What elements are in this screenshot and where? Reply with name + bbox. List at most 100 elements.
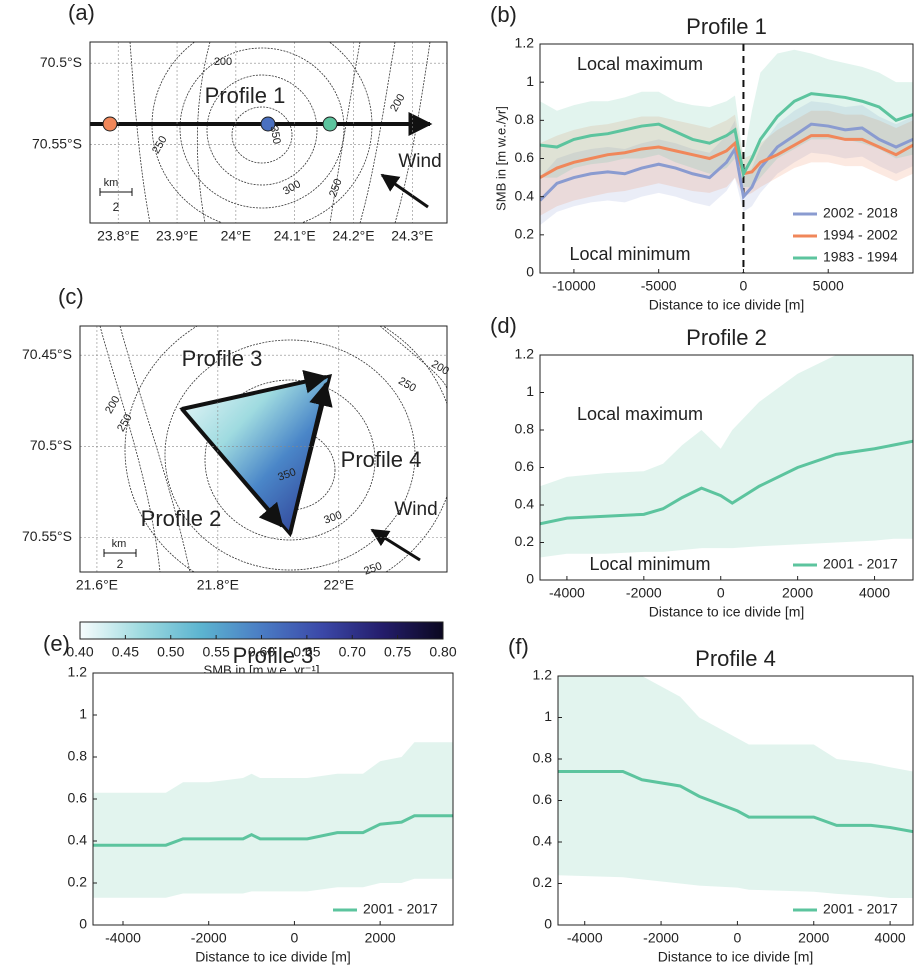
x-tick-label: 23.8°E bbox=[97, 228, 139, 244]
plot-area bbox=[93, 673, 453, 925]
contour-label: 250 bbox=[396, 375, 418, 395]
x-tick-label: 24.1°E bbox=[274, 228, 316, 244]
series-line bbox=[93, 814, 453, 847]
annotation: 2 bbox=[113, 200, 120, 214]
x-tick-label: 24°E bbox=[221, 228, 252, 244]
profile-arrow bbox=[181, 369, 329, 411]
annotation: Local maximum bbox=[577, 54, 703, 74]
x-tick-label: -4000 bbox=[105, 930, 141, 946]
y-tick-label: 0.6 bbox=[515, 458, 535, 474]
profile-arrow bbox=[288, 381, 333, 535]
y-tick-label: 0 bbox=[79, 916, 87, 932]
wind-arrow bbox=[380, 173, 429, 209]
panel-label: (f) bbox=[508, 634, 529, 659]
colorbar-tick-label: 0.80 bbox=[429, 644, 456, 660]
x-axis-label: Distance to ice divide [m] bbox=[658, 949, 814, 965]
x-tick-label: 4000 bbox=[859, 585, 890, 601]
y-tick-label: 0.4 bbox=[515, 496, 535, 512]
uncertainty-band bbox=[93, 742, 453, 898]
panel-label: (b) bbox=[490, 2, 517, 27]
series-line bbox=[540, 134, 913, 179]
panel-label: (a) bbox=[68, 0, 95, 25]
contour-label: 250 bbox=[327, 177, 345, 198]
map-frame bbox=[79, 325, 448, 573]
y-tick-label: 0.4 bbox=[515, 187, 535, 203]
chart-title: Profile 3 bbox=[233, 643, 314, 668]
annotation: Local minimum bbox=[589, 554, 710, 574]
map-frame bbox=[89, 41, 448, 224]
scale-bar bbox=[103, 549, 137, 557]
y-axis-label: SMB in [m w.e./yr] bbox=[493, 106, 508, 211]
plot-area bbox=[558, 676, 913, 925]
series-line bbox=[558, 769, 913, 834]
colorbar-tick-label: 0.60 bbox=[248, 644, 275, 660]
series-line bbox=[540, 122, 913, 202]
profile-marker bbox=[322, 116, 338, 132]
legend-box bbox=[789, 554, 909, 576]
x-tick-label: -5000 bbox=[641, 278, 677, 294]
annotation: km bbox=[104, 177, 119, 189]
colorbar-tick-label: 0.55 bbox=[203, 644, 230, 660]
y-tick-label: 0.8 bbox=[68, 748, 88, 764]
y-tick-label: 70.55°S bbox=[32, 135, 82, 151]
plot-layer bbox=[93, 742, 453, 898]
colorbar-tick-label: 0.75 bbox=[384, 644, 411, 660]
x-tick-label: 0 bbox=[740, 278, 748, 294]
panel-label: (e) bbox=[43, 631, 70, 656]
series-line bbox=[540, 439, 913, 526]
x-axis-label: Distance to ice divide [m] bbox=[649, 297, 805, 313]
y-tick-label: 0.4 bbox=[68, 832, 88, 848]
panel-label: (d) bbox=[490, 313, 517, 338]
y-tick-label: 0.2 bbox=[515, 226, 535, 242]
annotation: Wind bbox=[398, 151, 441, 172]
y-tick-label: 1 bbox=[526, 73, 534, 89]
x-tick-label: 24.3°E bbox=[391, 228, 433, 244]
y-tick-label: 0.6 bbox=[515, 149, 535, 165]
plot-layer bbox=[540, 355, 913, 558]
profile-marker bbox=[260, 116, 276, 132]
annotation: 2 bbox=[117, 557, 124, 571]
profile-marker bbox=[102, 116, 118, 132]
annotation: Profile 2 bbox=[141, 506, 222, 531]
y-tick-label: 1.2 bbox=[533, 667, 553, 683]
y-tick-label: 0.8 bbox=[515, 111, 535, 127]
x-axis-label: Distance to ice divide [m] bbox=[649, 604, 805, 620]
legend-label: 1994 - 2002 bbox=[823, 227, 898, 243]
scale-bar bbox=[99, 188, 133, 196]
x-tick-label: 23.9°E bbox=[156, 228, 198, 244]
annotation: Local minimum bbox=[569, 244, 690, 264]
y-tick-label: 0.8 bbox=[515, 421, 535, 437]
legend-box bbox=[789, 899, 909, 921]
contour-label: 200 bbox=[388, 92, 408, 114]
contour-label: 300 bbox=[281, 178, 303, 198]
x-tick-label: -2000 bbox=[643, 930, 679, 946]
series-line bbox=[540, 92, 913, 179]
y-tick-label: 0.2 bbox=[68, 874, 88, 890]
x-tick-label: 21.8°E bbox=[197, 577, 239, 593]
y-tick-label: 0.6 bbox=[533, 791, 553, 807]
y-tick-label: 1 bbox=[526, 383, 534, 399]
x-tick-label: 0 bbox=[291, 930, 299, 946]
x-tick-label: 2000 bbox=[782, 585, 813, 601]
legend-label: 2001 - 2017 bbox=[363, 901, 438, 917]
contour-label: 200 bbox=[103, 394, 123, 416]
colorbar-tick-label: 0.40 bbox=[66, 644, 93, 660]
profile-arrow bbox=[180, 407, 284, 528]
annotation: Profile 1 bbox=[205, 83, 286, 108]
y-tick-label: 1 bbox=[79, 706, 87, 722]
x-axis-label: Distance to ice divide [m] bbox=[195, 949, 351, 965]
contour-label: 300 bbox=[322, 509, 343, 527]
panel-label: (c) bbox=[58, 284, 84, 309]
y-tick-label: 1.2 bbox=[515, 35, 535, 51]
colorbar-tick-label: 0.70 bbox=[339, 644, 366, 660]
plot-layer bbox=[540, 44, 913, 273]
y-tick-label: 0.2 bbox=[533, 874, 553, 890]
plot-area bbox=[540, 355, 913, 580]
x-tick-label: 5000 bbox=[813, 278, 844, 294]
y-tick-label: 0 bbox=[526, 264, 534, 280]
annotation: Profile 3 bbox=[182, 346, 263, 371]
x-tick-label: 0 bbox=[717, 585, 725, 601]
colorbar-tick-label: 0.45 bbox=[112, 644, 139, 660]
legend-box bbox=[329, 899, 449, 921]
